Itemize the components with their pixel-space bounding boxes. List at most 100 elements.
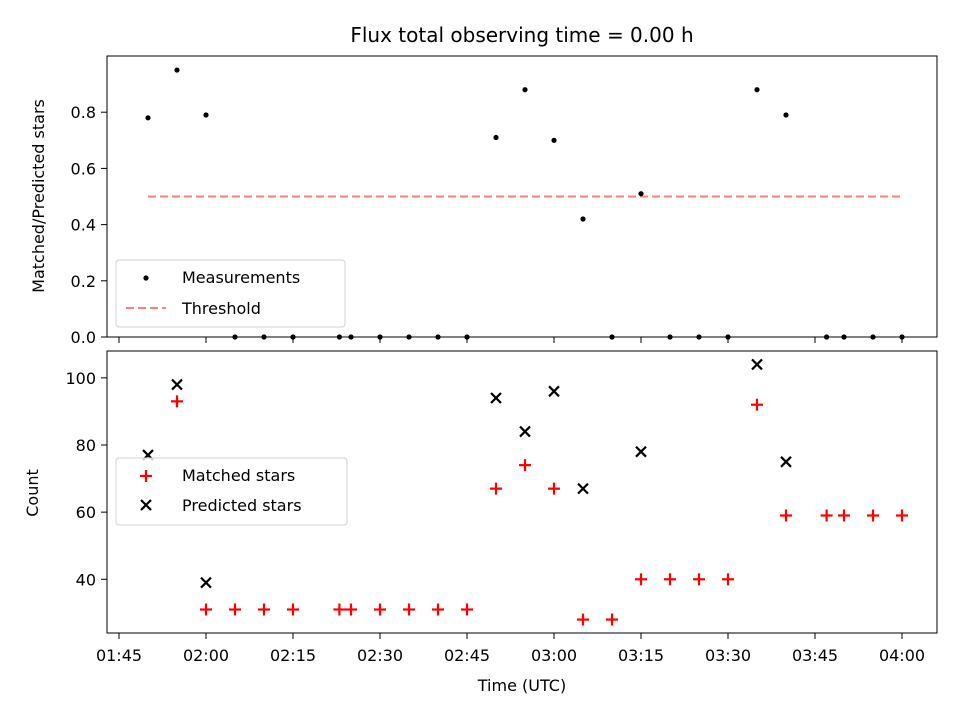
x-tick-label: 03:45 xyxy=(792,646,838,665)
matched-star-point xyxy=(403,603,415,616)
legend-threshold-label: Threshold xyxy=(181,299,261,318)
legend-matched-label: Matched stars xyxy=(182,466,295,485)
measurement-point xyxy=(203,112,209,118)
matched-star-point xyxy=(461,603,473,616)
matched-star-point xyxy=(229,603,241,616)
top-legend-box xyxy=(115,259,346,328)
legend-predicted-label: Predicted stars xyxy=(182,496,302,515)
x-tick-label: 03:00 xyxy=(531,646,577,665)
legend-measurements-label: Measurements xyxy=(182,268,300,287)
top-y-tick-label: 0.4 xyxy=(71,216,96,235)
matched-star-point xyxy=(635,573,647,586)
top-panel-frame xyxy=(106,55,938,338)
predicted-star-point xyxy=(171,378,183,391)
measurement-point xyxy=(638,191,644,197)
measurement-point xyxy=(551,137,557,143)
top-legend: Measurements Threshold xyxy=(115,259,346,328)
top-y-axis-label: Matched/Predicted stars xyxy=(29,99,48,293)
top-y-tick-label: 0.8 xyxy=(71,103,96,122)
matched-star-point xyxy=(722,573,734,586)
matched-star-point xyxy=(490,482,502,495)
measurement-point xyxy=(435,334,441,340)
matched-star-point xyxy=(432,603,444,616)
bottom-y-axis: 40 60 80 100 xyxy=(65,369,107,589)
x-tick-label: 01:45 xyxy=(96,646,142,665)
bottom-panel: 40 60 80 100 01:45 02:00 02:15 02:30 02:45 03:00… xyxy=(23,350,938,695)
measurement-point xyxy=(406,334,412,340)
matched-star-point xyxy=(287,603,299,616)
predicted-star-point xyxy=(635,445,647,458)
measurement-point xyxy=(522,87,528,93)
measurement-point xyxy=(261,334,267,340)
matched-star-point xyxy=(664,573,676,586)
predicted-star-point xyxy=(519,425,531,438)
measurement-point xyxy=(336,334,342,340)
measurement-point xyxy=(348,334,354,340)
predicted-star-point xyxy=(490,392,502,404)
measurement-point xyxy=(754,87,760,93)
matched-star-point xyxy=(200,603,212,616)
bottom-x-axis: 01:45 02:00 02:15 02:30 02:45 03:00 03:15 03:30… xyxy=(96,633,925,665)
bottom-legend: Matched stars Predicted stars xyxy=(115,457,348,526)
bottom-y-tick-label: 60 xyxy=(76,503,96,522)
matched-star-point xyxy=(548,482,560,495)
matched-star-point xyxy=(751,398,763,411)
top-panel: 0.00.20.40.60.8 Matched/Predicted stars … xyxy=(29,55,938,347)
measurement-point xyxy=(870,334,876,340)
matched-stars-points xyxy=(171,395,908,626)
measurement-point xyxy=(783,112,789,118)
predicted-star-point xyxy=(780,456,792,468)
x-tick-label: 04:00 xyxy=(879,646,925,665)
measurement-point xyxy=(377,334,383,340)
matched-star-point xyxy=(606,613,618,626)
x-tick-label: 03:30 xyxy=(705,646,751,665)
bottom-y-axis-label: Count xyxy=(23,469,42,517)
predicted-star-point xyxy=(548,385,560,398)
measurement-points xyxy=(145,67,905,340)
measurement-point xyxy=(667,334,673,340)
matched-star-point xyxy=(820,509,833,522)
measurement-point xyxy=(145,115,151,121)
predicted-stars-points xyxy=(142,358,792,589)
bottom-y-tick-label: 80 xyxy=(76,436,96,455)
x-axis-label: Time (UTC) xyxy=(477,676,566,695)
bottom-y-tick-label: 100 xyxy=(65,369,96,388)
predicted-star-point xyxy=(751,358,763,371)
bottom-legend-box xyxy=(115,457,348,526)
matched-star-point xyxy=(519,459,531,472)
matched-star-point xyxy=(693,573,705,586)
top-y-tick-label: 0.2 xyxy=(71,272,96,291)
measurement-point xyxy=(841,334,847,340)
x-tick-label: 02:45 xyxy=(444,646,490,665)
chart-title: Flux total observing time = 0.00 h xyxy=(350,23,693,47)
matched-star-point xyxy=(171,395,183,408)
matched-star-point xyxy=(345,603,357,616)
legend-matched-marker xyxy=(140,470,152,482)
predicted-star-point xyxy=(200,576,212,589)
predicted-star-point xyxy=(577,482,589,495)
matched-star-point xyxy=(258,603,270,616)
measurement-point xyxy=(696,334,702,340)
matched-star-point xyxy=(867,509,879,522)
measurement-point xyxy=(580,216,586,222)
measurement-point xyxy=(232,334,238,340)
measurement-point xyxy=(725,334,731,340)
measurement-point xyxy=(824,334,830,340)
measurement-point xyxy=(609,334,615,340)
x-tick-label: 02:00 xyxy=(183,646,229,665)
bottom-y-tick-label: 40 xyxy=(76,570,96,589)
x-tick-label: 02:30 xyxy=(357,646,403,665)
top-y-tick-label: 0.0 xyxy=(71,328,96,347)
measurement-point xyxy=(464,334,470,340)
top-y-axis: 0.0 0.2 0.4 0.6 0.8 xyxy=(71,103,107,347)
matched-star-point xyxy=(838,509,850,522)
measurement-point xyxy=(899,334,905,340)
matched-star-point xyxy=(333,603,346,616)
x-tick-label: 02:15 xyxy=(270,646,316,665)
legend-predicted-marker xyxy=(140,499,152,511)
measurement-point xyxy=(493,134,499,141)
matched-star-point xyxy=(577,613,589,626)
legend-measurements-marker xyxy=(143,275,149,281)
x-tick-label: 03:15 xyxy=(618,646,664,665)
